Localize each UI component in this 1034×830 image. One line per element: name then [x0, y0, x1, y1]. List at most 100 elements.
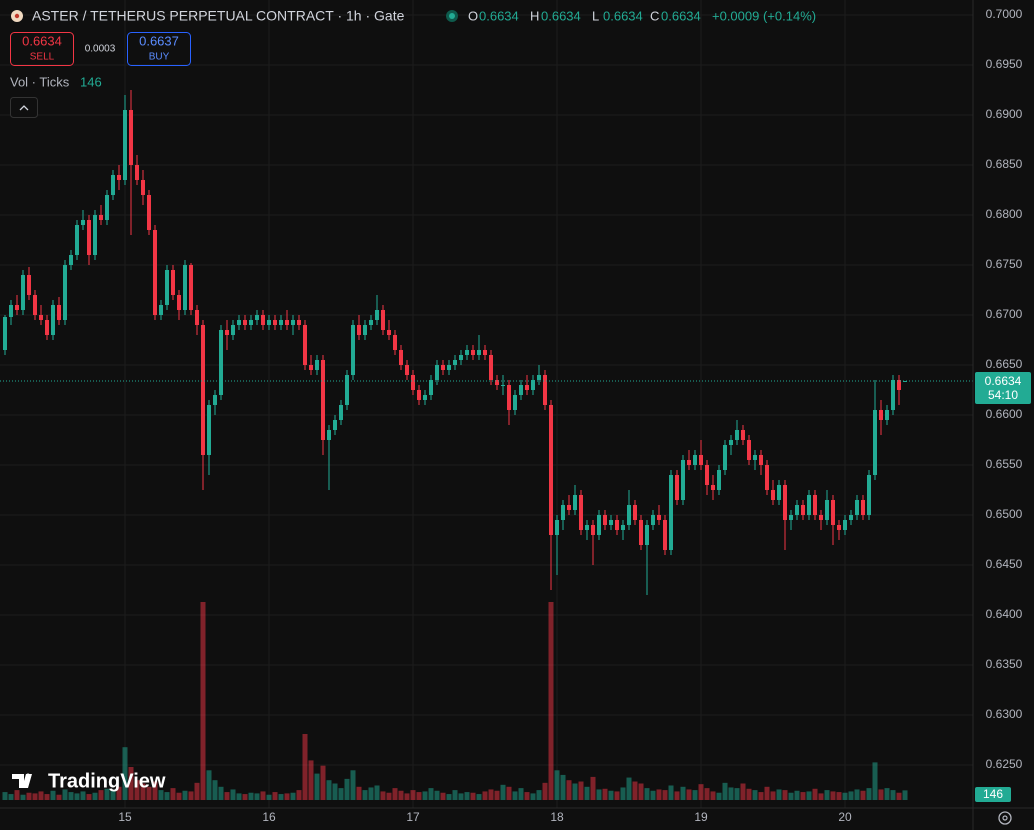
volume-bar: [686, 789, 692, 800]
candle-body: [807, 495, 811, 515]
volume-bar: [812, 788, 818, 800]
candle-body: [99, 215, 103, 220]
volume-bar: [530, 793, 536, 800]
sell-button[interactable]: [10, 32, 74, 66]
volume-bar: [614, 791, 620, 800]
volume-bar: [416, 792, 422, 800]
volume-bar: [824, 790, 830, 800]
candle-body: [243, 320, 247, 325]
settings-icon[interactable]: [998, 811, 1012, 825]
spread: 0.0003: [85, 44, 116, 55]
candle-body: [249, 320, 253, 325]
last-price-label: 0.6634: [985, 374, 1022, 388]
volume-bar: [620, 787, 626, 800]
candle-body: [903, 381, 907, 382]
candle-body: [123, 110, 127, 180]
volume-bar: [20, 794, 26, 800]
candle-body: [153, 230, 157, 315]
volume-bar: [764, 786, 770, 800]
volume-bar: [140, 783, 146, 800]
candle-body: [645, 525, 649, 545]
volume-bar: [554, 770, 560, 800]
volume-layer: [2, 602, 908, 800]
y-tick-label: 0.6750: [986, 257, 1023, 271]
candle-body: [255, 315, 259, 320]
volume-bar: [782, 790, 788, 800]
x-tick-label: 20: [838, 810, 852, 824]
volume-bar: [392, 788, 398, 800]
volume-bar: [842, 792, 848, 800]
volume-bar: [590, 776, 596, 800]
candle-body: [723, 445, 727, 470]
volume-bar: [800, 792, 806, 800]
candle-body: [777, 485, 781, 500]
candle-body: [585, 525, 589, 530]
volume-bar: [8, 794, 14, 800]
volume-bar: [710, 791, 716, 800]
candle-body: [543, 375, 547, 405]
volume-bar: [818, 793, 824, 800]
volume-bar: [692, 790, 698, 800]
volume-bar: [146, 786, 152, 800]
volume-bar: [644, 788, 650, 800]
volume-bar: [122, 747, 128, 800]
volume-bar: [488, 789, 494, 800]
volume-bar: [806, 791, 812, 800]
y-tick-label: 0.6300: [986, 707, 1023, 721]
y-tick-label: 0.6250: [986, 757, 1023, 771]
volume-bar: [278, 794, 284, 800]
volume-bar: [722, 782, 728, 800]
brand-name: TradingView: [48, 770, 166, 792]
volume-bar: [632, 781, 638, 800]
candle-body: [177, 295, 181, 310]
volume-bar: [248, 792, 254, 800]
ohlc-value: 0.6634: [541, 8, 581, 23]
volume-bar: [704, 788, 710, 800]
candle-body: [387, 330, 391, 335]
indicator-label[interactable]: Vol · Ticks: [10, 74, 70, 89]
volume-bar: [422, 791, 428, 800]
volume-bar: [32, 793, 38, 800]
volume-bar: [266, 794, 272, 800]
symbol-title[interactable]: ASTER / TETHERUS PERPETUAL CONTRACT · 1h…: [32, 8, 405, 24]
candle-body: [21, 275, 25, 310]
x-tick-label: 15: [118, 810, 132, 824]
candle-body: [117, 175, 121, 180]
candle-body: [51, 305, 55, 335]
volume-bar: [434, 790, 440, 800]
buy-button[interactable]: [127, 32, 191, 66]
candle-body: [693, 455, 697, 465]
candle-body: [357, 325, 361, 335]
volume-bar: [458, 793, 464, 800]
candle-body: [561, 505, 565, 520]
volume-bar: [320, 765, 326, 800]
volume-bar: [50, 790, 56, 800]
candle-body: [147, 195, 151, 230]
candle-body: [267, 320, 271, 325]
volume-bar: [428, 788, 434, 800]
volume-bar: [236, 793, 242, 800]
candle-body: [87, 220, 91, 255]
volume-bar: [830, 791, 836, 800]
candle-body: [525, 385, 529, 390]
volume-bar: [542, 782, 548, 800]
volume-bar: [290, 792, 296, 800]
volume-bar: [170, 788, 176, 800]
volume-bar: [866, 788, 872, 800]
volume-bar: [344, 778, 350, 800]
candle-body: [603, 515, 607, 525]
volume-bar: [350, 770, 356, 800]
candle-body: [285, 320, 289, 325]
candle-body: [747, 440, 751, 460]
collapse-button[interactable]: [10, 97, 38, 118]
x-tick-label: 19: [694, 810, 708, 824]
volume-bar: [128, 767, 134, 800]
y-tick-label: 0.6500: [986, 507, 1023, 521]
candle-body: [741, 430, 745, 440]
volume-bar: [356, 786, 362, 800]
volume-bar: [398, 790, 404, 800]
volume-bar: [854, 789, 860, 800]
candle-body: [531, 380, 535, 390]
volume-label-box: [975, 787, 1011, 802]
